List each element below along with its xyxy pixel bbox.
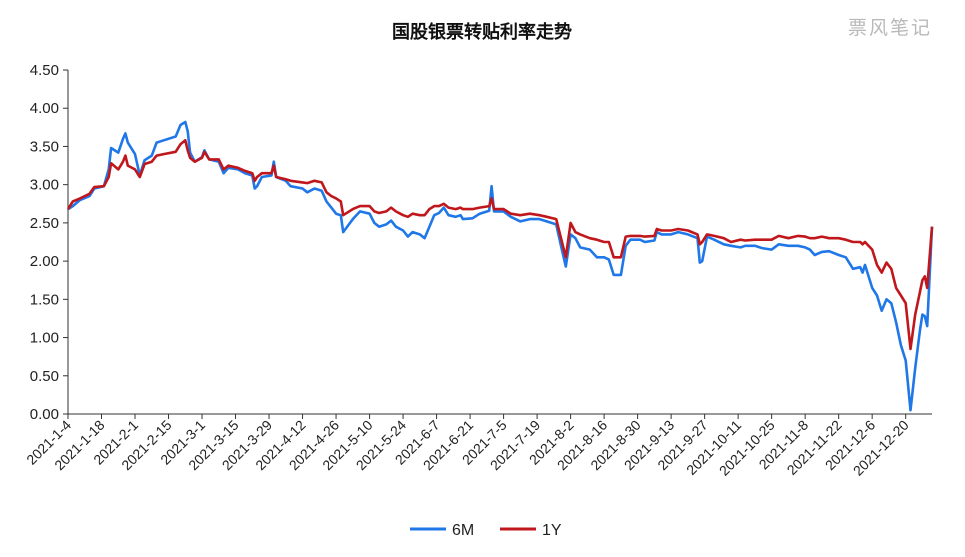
y-tick-label: 4.00: [30, 100, 59, 117]
y-tick-label: 0.50: [30, 368, 59, 385]
legend-item-6m[interactable]: 6M: [410, 522, 474, 539]
watermark: 票风笔记: [848, 17, 932, 39]
series-line-1y: [66, 139, 934, 351]
y-tick-label: 1.50: [30, 291, 59, 308]
axes: [67, 70, 932, 415]
y-tick-label: 2.50: [30, 215, 59, 232]
y-tick-label: 1.00: [30, 330, 59, 347]
legend: 6M 1Y: [410, 522, 562, 539]
y-tick-label: 0.00: [30, 406, 59, 423]
chart-title: 国股银票转贴利率走势: [392, 21, 572, 43]
x-axis-ticks: 2021-1-42021-1-182021-2-12021-2-152021-3…: [23, 414, 912, 479]
series-layer: [66, 120, 934, 412]
y-tick-label: 3.50: [30, 138, 59, 155]
series-line-6m: [67, 120, 934, 412]
y-axis-ticks: 0.00 0.50 1.00 1.50 2.00 2.50 3.00 3.50 4.00 4.50: [30, 62, 68, 423]
legend-label-1y: 1Y: [542, 522, 562, 539]
y-tick-label: 3.00: [30, 177, 59, 194]
y-tick-label: 4.50: [30, 62, 59, 79]
y-tick-label: 2.00: [30, 253, 59, 270]
legend-item-1y[interactable]: 1Y: [500, 522, 562, 539]
legend-label-6m: 6M: [452, 522, 474, 539]
